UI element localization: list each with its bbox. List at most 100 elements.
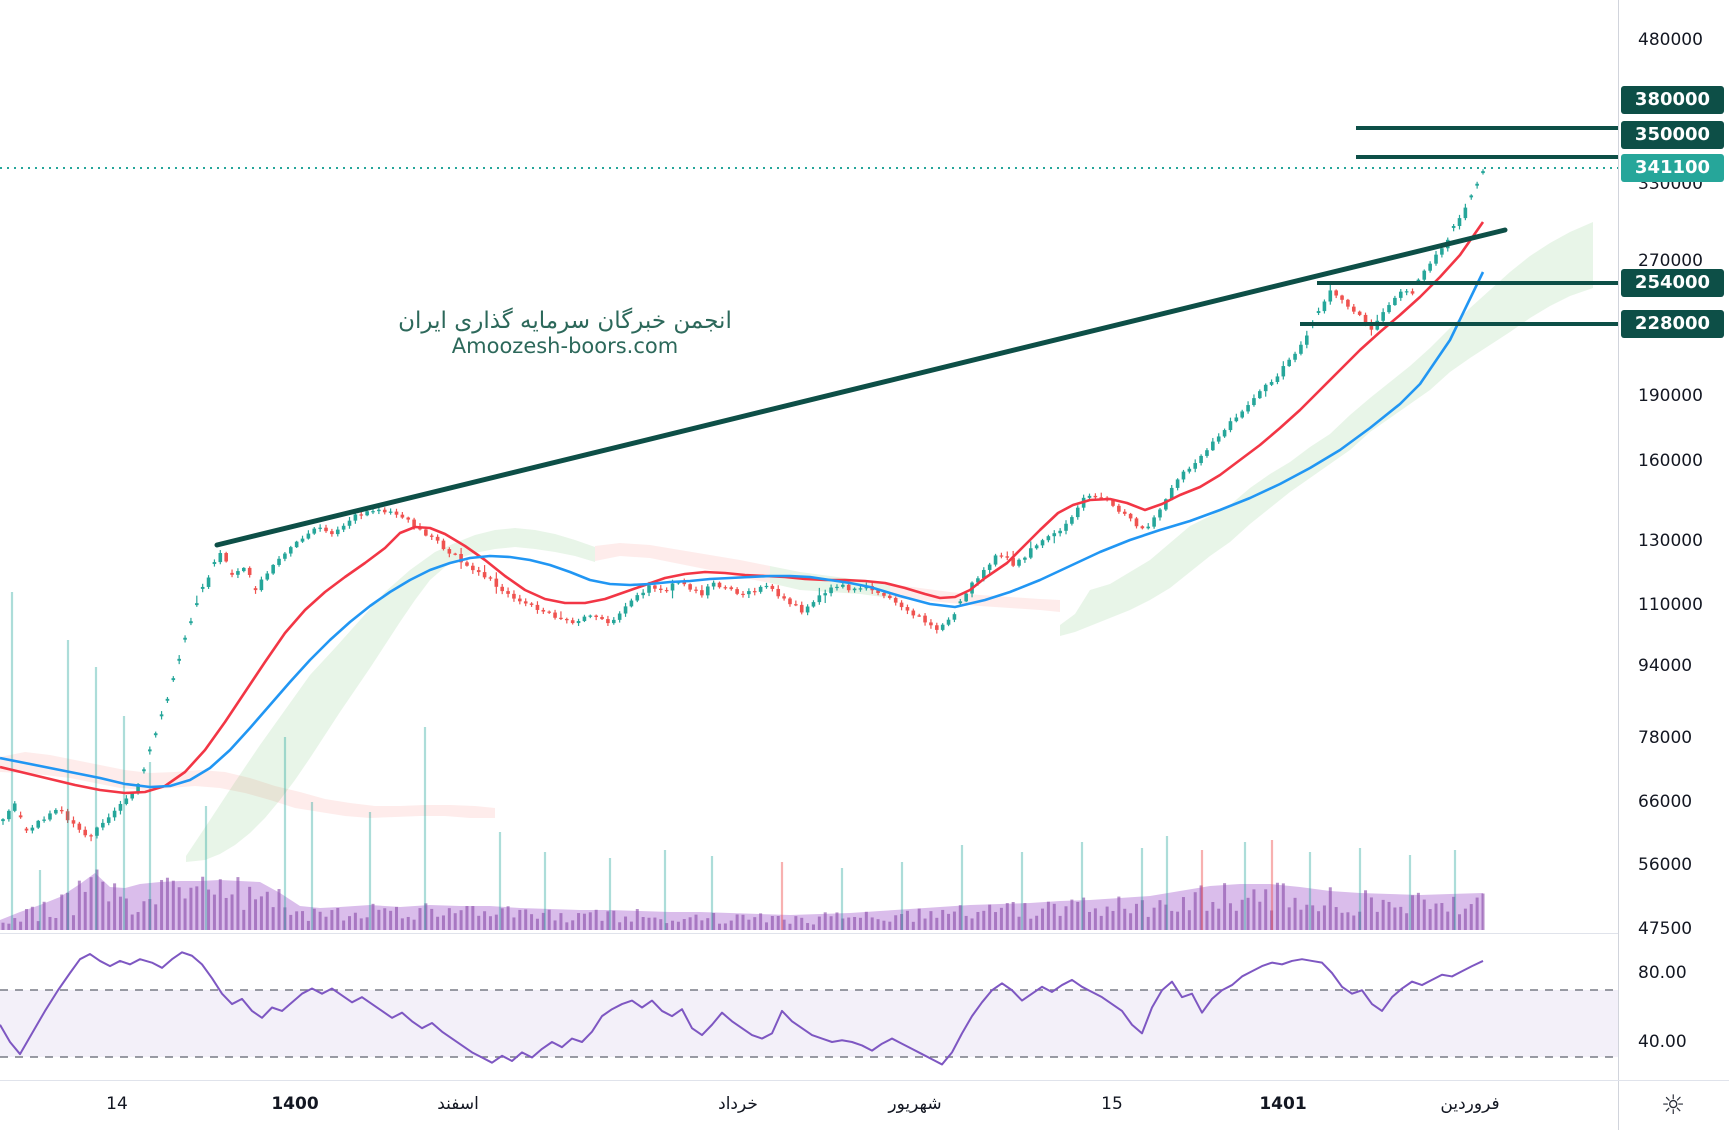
candle [794,600,798,607]
candle [18,811,23,819]
candle [371,508,375,515]
candle [265,571,270,581]
candle [288,545,293,557]
trendline[interactable] [214,227,1508,548]
candle [964,592,968,603]
candle [1393,295,1397,306]
sun-icon[interactable]: ☼ [1660,1090,1686,1121]
candle [1451,223,1456,232]
candle [153,731,158,738]
candle [923,613,927,626]
candle [899,600,904,611]
candle [106,813,111,826]
candle [159,711,164,720]
volume-bars [1,869,1485,930]
candle [1481,169,1485,175]
candle [206,575,211,589]
drawings-layer[interactable] [214,126,1618,548]
candle [1023,556,1027,563]
candle [1469,194,1474,200]
candle [1346,298,1350,310]
candle [1457,214,1462,230]
candle [523,598,528,607]
candle [935,622,939,634]
candle [48,810,52,822]
candle [512,590,516,602]
candle [435,534,440,544]
price-level-label: 254000 [1621,269,1724,297]
ma-slow-line [0,271,1485,789]
candle [758,585,763,594]
candle [694,586,698,594]
pane-divider[interactable] [0,933,1729,934]
candle [776,585,781,599]
candle [365,509,369,517]
candle [535,601,540,614]
candle [71,816,76,828]
candle [1381,308,1385,323]
candle [905,604,910,615]
candle [1410,288,1415,296]
rsi-pane [0,951,1618,1066]
candle [1158,507,1162,521]
candle [1369,319,1374,336]
candle [541,607,546,615]
time-axis[interactable]: 14 1400 اسفند خرداد شهریور 15 1401 فروردین [0,1081,1729,1130]
candle [142,767,146,774]
candle [59,806,64,814]
candle [1463,203,1468,221]
candle [588,614,593,619]
candle [500,583,505,595]
candle [494,572,499,594]
candle [946,617,951,627]
candle [212,559,217,567]
price-axis[interactable]: 480000 330000 270000 190000 160000 130000 1100… [1618,0,1729,1080]
time-tick-label: 1401 [1259,1094,1307,1114]
candle [1398,288,1403,301]
candle [1117,503,1121,514]
price-tick-label: 110000 [1638,595,1703,615]
candle [1246,401,1250,414]
candle [353,513,358,524]
candle [335,526,340,537]
candle [312,527,317,535]
price-level-label: 350000 [1621,121,1724,149]
candle [112,807,117,821]
candle [1422,269,1427,283]
price-tick-label: 190000 [1638,386,1703,406]
candle [54,808,58,815]
candle [1269,379,1274,387]
candle [453,552,458,556]
candle [283,551,287,562]
candle [835,584,839,591]
candle [124,795,129,806]
candle [65,808,70,823]
candle [36,819,41,829]
candle [259,576,264,592]
candle [582,614,587,623]
candle [400,511,405,519]
candle [635,592,640,603]
candle [917,613,921,617]
candle [89,833,93,842]
candle [171,676,176,682]
candle [189,617,193,626]
candle [306,530,311,540]
candle [1305,330,1309,349]
candle [1193,459,1198,473]
candle [247,566,252,578]
candle [195,595,199,607]
candle [1328,283,1333,305]
candle [1387,302,1391,314]
candle [729,585,734,591]
candle [324,524,328,533]
candle [1122,509,1127,516]
candle [1099,492,1104,500]
candle [459,548,463,569]
candle [623,602,628,617]
candle [300,535,305,543]
candle [805,604,810,616]
price-tick-label: 130000 [1638,531,1703,551]
